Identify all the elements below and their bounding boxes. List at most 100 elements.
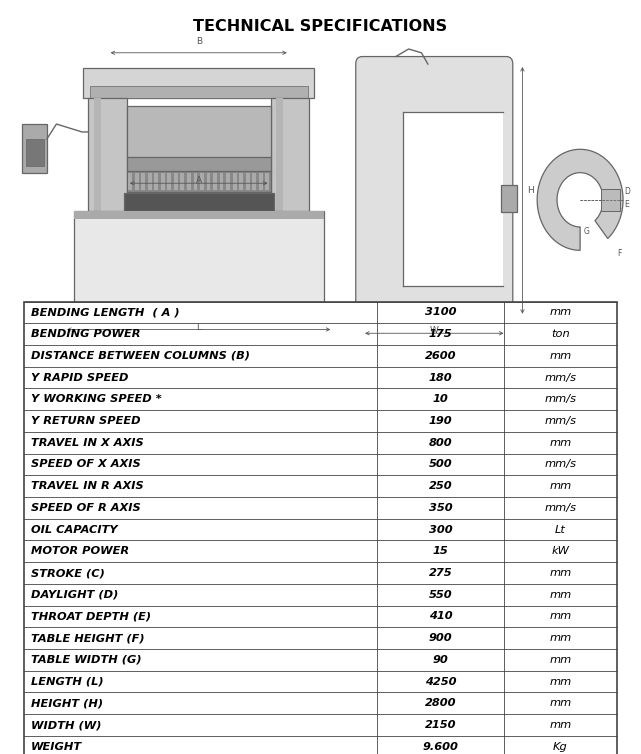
Bar (24, 519, 617, 541)
Bar (24, 432, 617, 454)
Text: 900: 900 (429, 633, 453, 643)
Polygon shape (537, 149, 623, 250)
Text: LENGTH (L): LENGTH (L) (31, 676, 103, 687)
Text: 190: 190 (429, 416, 453, 426)
Bar (24, 584, 617, 605)
Bar (141, 173, 145, 190)
Bar (24, 692, 617, 714)
Text: mm/s: mm/s (544, 372, 576, 382)
Text: mm: mm (549, 698, 572, 708)
Bar (24, 562, 617, 584)
Text: 300: 300 (429, 525, 453, 535)
Text: Kg: Kg (553, 742, 568, 752)
Text: WIDTH (W): WIDTH (W) (31, 720, 101, 730)
Bar (94, 98, 101, 305)
Text: 275: 275 (429, 568, 453, 578)
Bar (276, 98, 283, 305)
Bar (194, 173, 197, 190)
Text: E: E (624, 201, 629, 210)
Text: 800: 800 (429, 438, 453, 448)
Text: BENDING LENGTH  ( A ): BENDING LENGTH ( A ) (31, 308, 179, 317)
Bar (127, 106, 271, 158)
Bar (259, 173, 263, 190)
Text: 180: 180 (429, 372, 453, 382)
Bar (24, 671, 617, 692)
Text: STROKE (C): STROKE (C) (31, 568, 104, 578)
Text: mm: mm (549, 481, 572, 491)
Text: mm: mm (549, 633, 572, 643)
Text: WEIGHT: WEIGHT (31, 742, 82, 752)
Text: TRAVEL IN R AXIS: TRAVEL IN R AXIS (31, 481, 144, 491)
Text: 2600: 2600 (425, 351, 456, 361)
Text: F: F (618, 250, 622, 259)
Text: OIL CAPACITY: OIL CAPACITY (31, 525, 117, 535)
Text: mm: mm (549, 611, 572, 621)
Text: Lt: Lt (555, 525, 566, 535)
Bar (233, 173, 237, 190)
Bar (226, 173, 230, 190)
Text: A: A (196, 176, 202, 185)
Text: mm: mm (549, 720, 572, 730)
Text: 250: 250 (429, 481, 453, 491)
Bar (246, 173, 249, 190)
Bar (239, 173, 243, 190)
Bar (24, 605, 617, 627)
Bar (501, 185, 517, 213)
Bar (24, 302, 617, 323)
Bar (24, 302, 617, 754)
Text: Y WORKING SPEED *: Y WORKING SPEED * (31, 394, 162, 404)
Bar (24, 714, 617, 736)
Bar (24, 410, 617, 432)
Bar (403, 112, 503, 287)
Bar (88, 98, 127, 305)
Text: TABLE HEIGHT (F): TABLE HEIGHT (F) (31, 633, 144, 643)
Bar (74, 211, 324, 219)
Bar (135, 173, 138, 190)
Text: 90: 90 (433, 655, 448, 665)
Text: mm: mm (549, 351, 572, 361)
Text: THROAT DEPTH (E): THROAT DEPTH (E) (31, 611, 151, 621)
Bar (24, 497, 617, 519)
Bar (206, 173, 210, 190)
Bar (265, 173, 269, 190)
Text: Y RETURN SPEED: Y RETURN SPEED (31, 416, 140, 426)
Text: 410: 410 (429, 611, 453, 621)
Bar (181, 173, 185, 190)
Text: mm: mm (549, 438, 572, 448)
Text: W: W (430, 326, 438, 335)
Bar (220, 173, 224, 190)
Text: 2150: 2150 (425, 720, 456, 730)
Text: 4250: 4250 (425, 676, 456, 687)
Bar (24, 736, 617, 754)
Bar (253, 173, 256, 190)
Bar (127, 157, 271, 172)
Text: MOTOR POWER: MOTOR POWER (31, 547, 129, 556)
Text: Y RAPID SPEED: Y RAPID SPEED (31, 372, 128, 382)
Bar (83, 68, 314, 98)
Bar (90, 86, 308, 98)
Text: 15: 15 (433, 547, 448, 556)
Text: 500: 500 (429, 459, 453, 470)
Text: H: H (528, 186, 535, 195)
Text: mm/s: mm/s (544, 394, 576, 404)
Bar (24, 627, 617, 649)
Text: L: L (196, 323, 201, 332)
Bar (26, 139, 44, 166)
Bar (24, 345, 617, 366)
Text: 9.600: 9.600 (422, 742, 458, 752)
Bar (74, 211, 324, 305)
Text: D: D (624, 187, 630, 196)
Bar (161, 173, 165, 190)
Text: SPEED OF R AXIS: SPEED OF R AXIS (31, 503, 140, 513)
Text: TABLE WIDTH (G): TABLE WIDTH (G) (31, 655, 142, 665)
Text: 3100: 3100 (425, 308, 456, 317)
Bar (24, 649, 617, 671)
Bar (167, 173, 171, 190)
Bar (174, 173, 178, 190)
Text: DAYLIGHT (D): DAYLIGHT (D) (31, 590, 118, 599)
Text: 350: 350 (429, 503, 453, 513)
Text: 10: 10 (433, 394, 448, 404)
Bar (271, 98, 309, 305)
Text: HEIGHT (H): HEIGHT (H) (31, 698, 103, 708)
Bar (24, 454, 617, 475)
